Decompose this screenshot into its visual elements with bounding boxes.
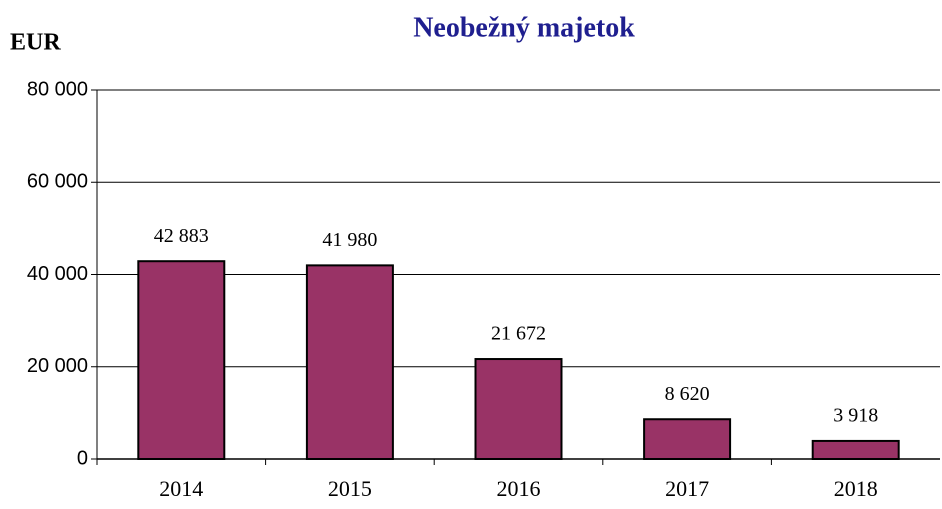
data-label: 41 980	[322, 229, 377, 251]
x-tick-label: 2017	[665, 476, 709, 501]
y-tick-label: 60 000	[27, 171, 88, 193]
data-label: 42 883	[154, 225, 209, 247]
y-axis-label: EUR	[10, 30, 61, 56]
x-tick-label: 2014	[159, 476, 203, 501]
y-tick-label: 80 000	[27, 78, 88, 100]
bar	[137, 260, 226, 460]
y-tick-label: 20 000	[27, 355, 88, 377]
data-label: 8 620	[665, 383, 710, 405]
bar	[474, 358, 563, 460]
data-label: 21 672	[491, 323, 546, 345]
y-tick-label: 40 000	[27, 263, 88, 285]
bar	[643, 418, 732, 461]
x-tick-label: 2018	[834, 476, 878, 501]
bar	[811, 439, 900, 460]
x-tick-label: 2016	[497, 476, 541, 501]
chart-title: Neobežný majetok	[413, 12, 635, 43]
y-tick-label: 0	[77, 447, 88, 469]
x-tick-label: 2015	[328, 476, 372, 501]
data-label: 3 918	[833, 405, 878, 427]
bar	[305, 264, 394, 460]
